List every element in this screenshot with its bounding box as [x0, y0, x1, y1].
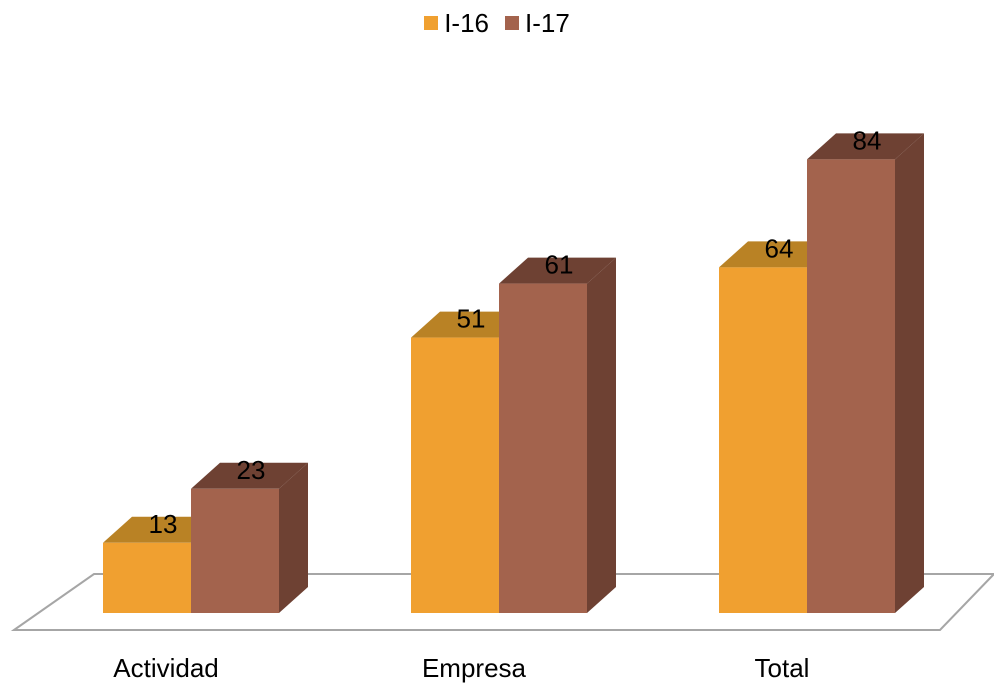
data-label-i16-actividad: 13: [149, 509, 178, 539]
bar-top-i16-actividad: [103, 516, 220, 543]
bar-top-i16-empresa: [411, 311, 528, 338]
bar-i16-actividad: [103, 542, 191, 613]
data-label-i16-total: 64: [765, 233, 794, 263]
legend-swatch-i17: [505, 16, 519, 30]
data-label-i16-empresa: 51: [457, 304, 486, 334]
category-label-actividad: Actividad: [113, 653, 219, 683]
bar-side-i17-total: [895, 133, 924, 613]
bar-top-i17-total: [807, 133, 924, 160]
bar-i16-total: [719, 267, 807, 613]
category-label-empresa: Empresa: [422, 653, 527, 683]
data-label-i17-total: 84: [853, 125, 882, 155]
data-label-i17-empresa: 61: [545, 250, 574, 280]
category-label-total: Total: [755, 653, 810, 683]
bar-top-i17-actividad: [191, 462, 308, 489]
legend-item-i17: I-17: [505, 8, 570, 39]
floor-plane: [10, 573, 994, 631]
legend: I-16 I-17: [0, 4, 994, 42]
bar-side-i17-empresa: [587, 257, 616, 613]
legend-item-i16: I-16: [424, 8, 489, 39]
bar-i17-empresa: [499, 283, 587, 613]
bar-i17-actividad: [191, 488, 279, 613]
bar-i17-total: [807, 159, 895, 613]
legend-label-i17: I-17: [525, 7, 570, 38]
legend-label-i16: I-16: [444, 7, 489, 38]
data-label-i17-actividad: 23: [237, 455, 266, 485]
bar-i16-empresa: [411, 337, 499, 613]
bar-top-i17-empresa: [499, 257, 616, 284]
legend-swatch-i16: [424, 16, 439, 30]
bar-top-i16-total: [719, 241, 836, 268]
bar-side-i17-actividad: [279, 462, 308, 613]
